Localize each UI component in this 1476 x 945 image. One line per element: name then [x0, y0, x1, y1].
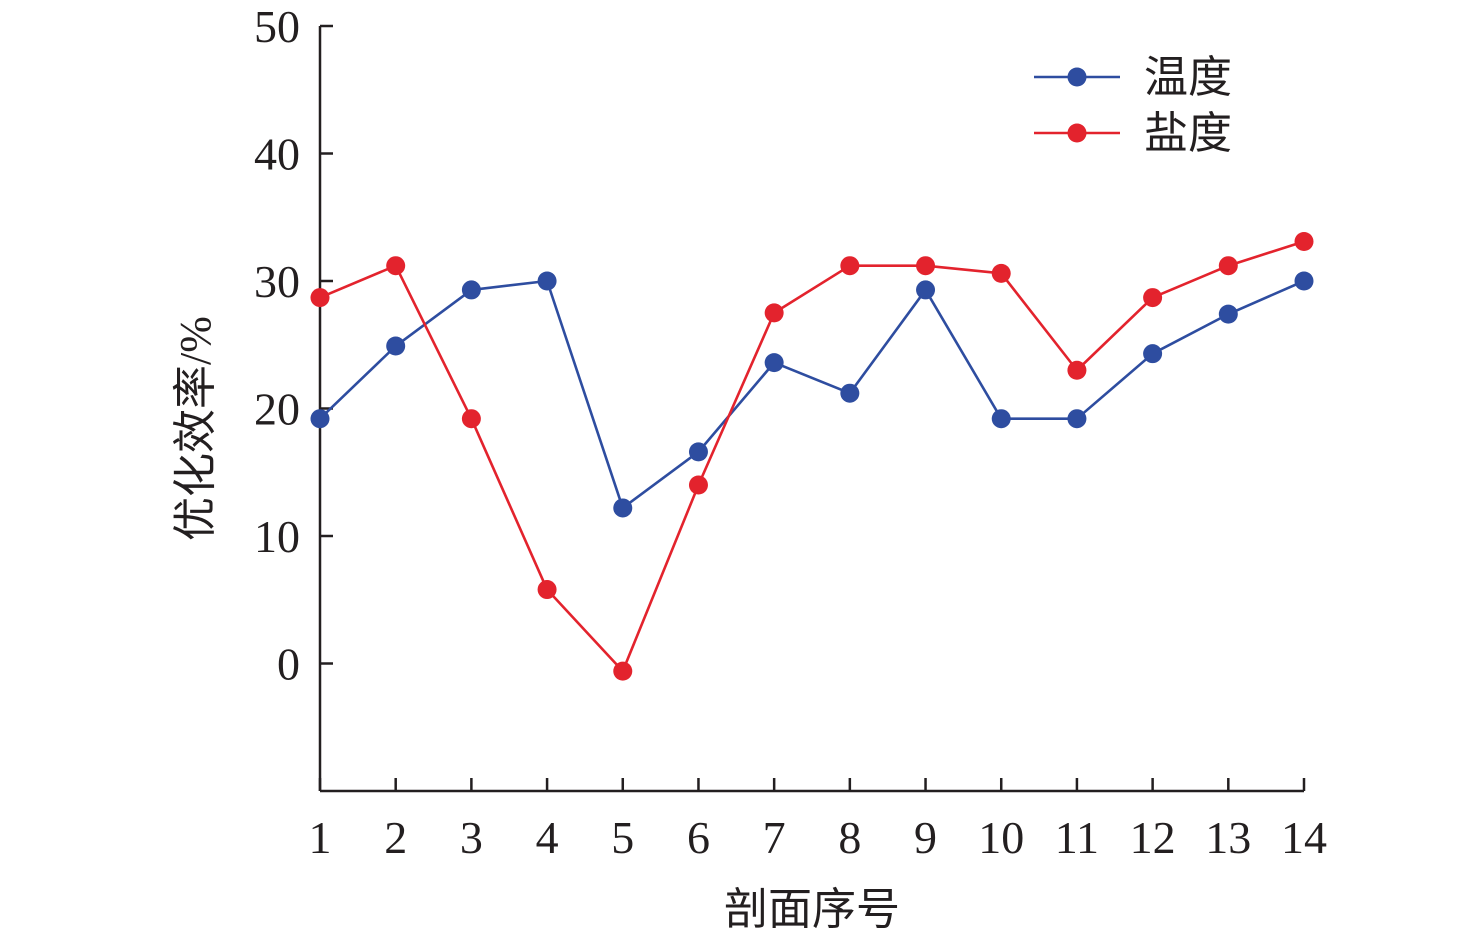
series-line [319, 279, 1305, 510]
data-point [310, 288, 330, 308]
data-point [461, 409, 481, 429]
data-point [991, 263, 1011, 283]
y-tick-label: 20 [254, 384, 300, 435]
data-point [310, 409, 330, 429]
x-tick-label: 4 [536, 812, 559, 863]
data-point [840, 256, 860, 276]
x-axis-title: 剖面序号 [724, 885, 900, 934]
x-tick-label: 14 [1281, 812, 1327, 863]
data-point [764, 353, 784, 373]
y-tick-label: 10 [254, 511, 300, 562]
y-axis-title: 优化效率/% [171, 316, 220, 541]
x-tick-label: 2 [384, 812, 407, 863]
x-tick-label: 9 [914, 812, 937, 863]
data-point [1294, 231, 1314, 251]
data-point [1143, 288, 1163, 308]
data-point [916, 280, 936, 300]
x-tick-label: 12 [1130, 812, 1176, 863]
data-point [1067, 360, 1087, 380]
legend-swatch-marker [1067, 123, 1087, 143]
series-2 [310, 231, 1314, 681]
data-point [1143, 344, 1163, 364]
x-tick-label: 13 [1205, 812, 1251, 863]
x-tick-label: 6 [687, 812, 710, 863]
series-line [319, 240, 1305, 673]
data-point [537, 271, 557, 291]
data-point [1218, 256, 1238, 276]
data-point [613, 661, 633, 681]
x-tick-label: 8 [838, 812, 861, 863]
x-tick-label: 1 [309, 812, 332, 863]
data-point [991, 409, 1011, 429]
data-point [537, 580, 557, 600]
x-tick-label: 10 [978, 812, 1024, 863]
data-point [386, 256, 406, 276]
data-point [688, 442, 708, 462]
series-1 [310, 271, 1314, 518]
data-point [840, 383, 860, 403]
data-point [386, 336, 406, 356]
x-tick-label: 5 [611, 812, 634, 863]
data-point [764, 303, 784, 323]
x-tick-label: 11 [1055, 812, 1099, 863]
data-point [916, 256, 936, 276]
data-point [688, 475, 708, 495]
data-point [1294, 271, 1314, 291]
legend-label: 盐度 [1144, 109, 1232, 158]
data-point [613, 498, 633, 518]
series-layer [310, 231, 1314, 681]
y-tick-label: 40 [254, 129, 300, 180]
x-tick-label: 3 [460, 812, 483, 863]
x-tick-label: 7 [763, 812, 786, 863]
legend-item: 盐度 [1034, 109, 1232, 158]
data-point [1218, 304, 1238, 324]
data-point [461, 280, 481, 300]
data-point [1067, 409, 1087, 429]
legend-swatch-marker [1067, 67, 1087, 87]
legend-item: 温度 [1034, 53, 1232, 102]
y-tick-label: 50 [254, 1, 300, 52]
y-tick-label: 0 [277, 639, 300, 690]
y-tick-label: 30 [254, 256, 300, 307]
legend-label: 温度 [1144, 53, 1232, 102]
